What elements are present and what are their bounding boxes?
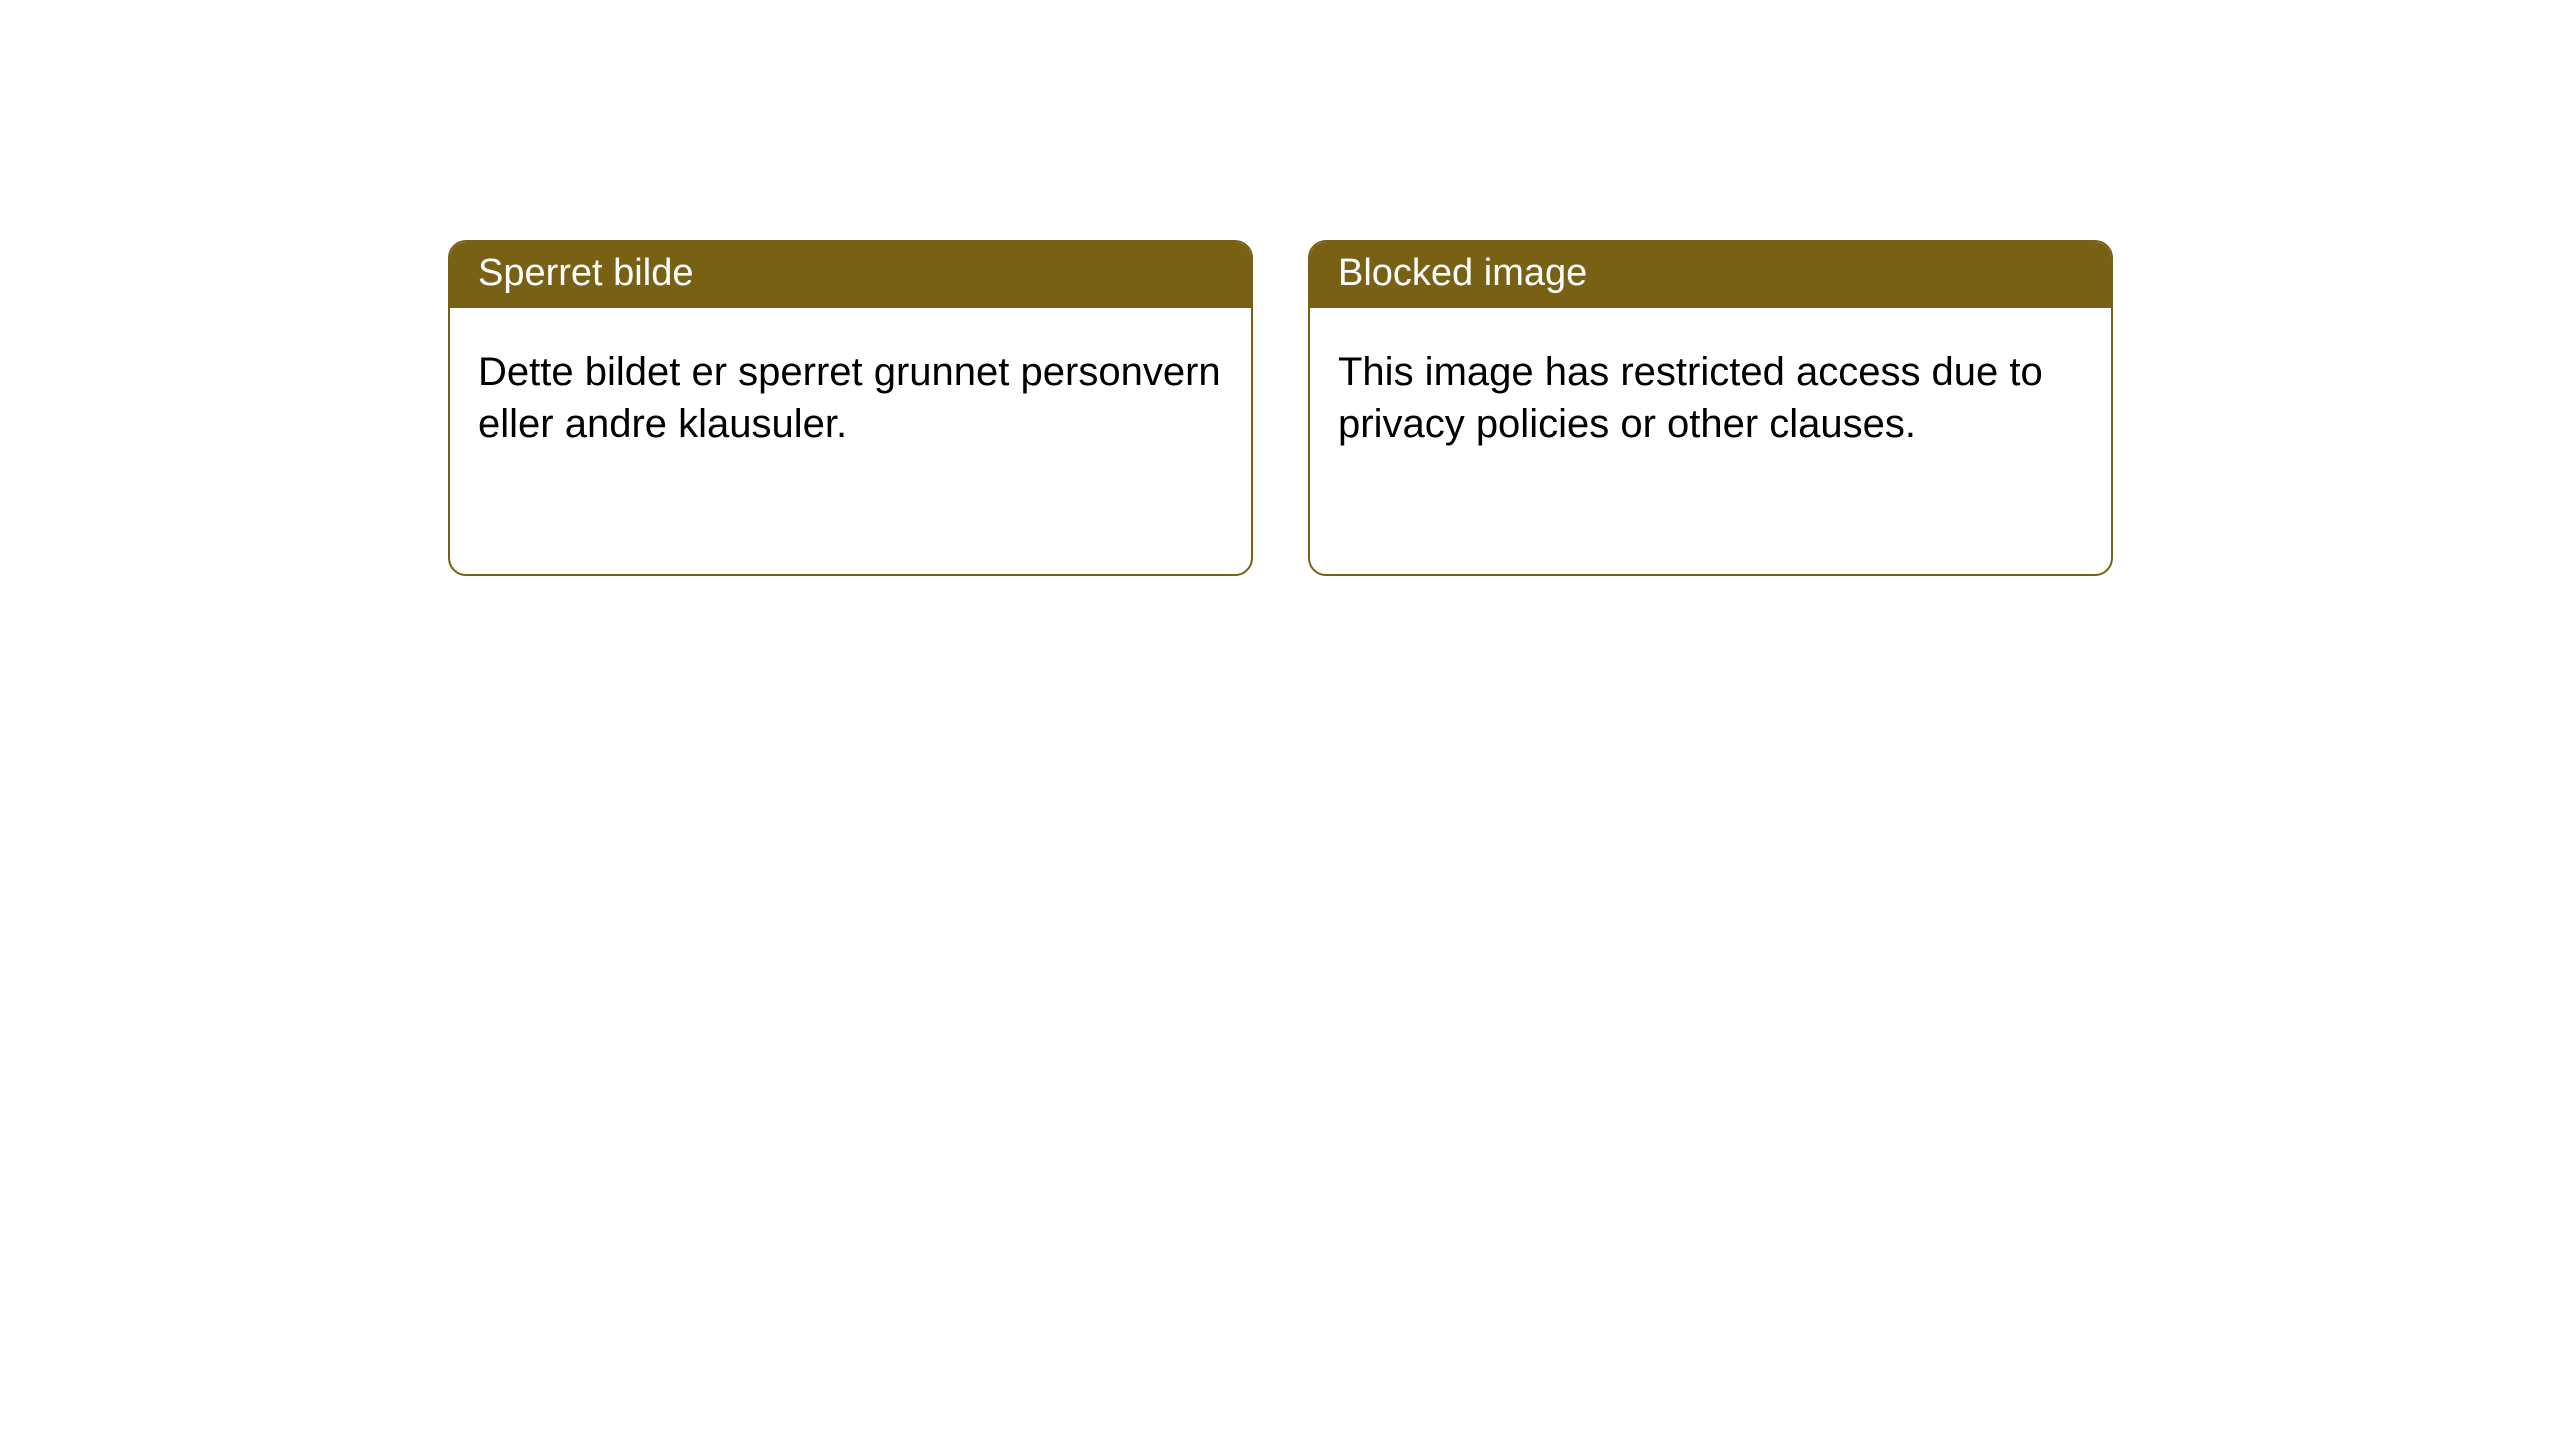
blocked-image-cards-container: Sperret bilde Dette bildet er sperret gr…: [448, 240, 2560, 576]
card-body: This image has restricted access due to …: [1310, 308, 2111, 490]
card-header: Sperret bilde: [450, 242, 1251, 308]
card-body-text: This image has restricted access due to …: [1338, 350, 2043, 447]
card-title: Blocked image: [1338, 252, 1587, 294]
card-title: Sperret bilde: [478, 252, 693, 294]
card-body: Dette bildet er sperret grunnet personve…: [450, 308, 1251, 490]
blocked-image-card-english: Blocked image This image has restricted …: [1308, 240, 2113, 576]
blocked-image-card-norwegian: Sperret bilde Dette bildet er sperret gr…: [448, 240, 1253, 576]
card-header: Blocked image: [1310, 242, 2111, 308]
card-body-text: Dette bildet er sperret grunnet personve…: [478, 350, 1221, 447]
